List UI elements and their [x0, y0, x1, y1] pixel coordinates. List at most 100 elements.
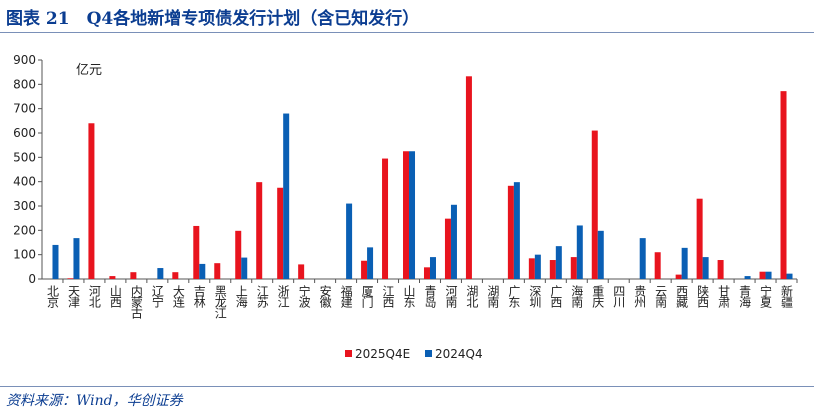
- x-tick-label: 河南: [444, 285, 458, 308]
- x-tick-label: 山西: [108, 285, 122, 308]
- y-tick-label: 200: [13, 223, 36, 237]
- x-tick-label: 陕西: [696, 284, 710, 308]
- x-tick-label: 西藏: [675, 285, 689, 309]
- x-tick-label: 广西: [549, 285, 563, 308]
- y-tick-label: 900: [13, 53, 36, 67]
- bar-2025Q4E-上海: [235, 230, 242, 279]
- x-tick-label: 宁波: [297, 284, 311, 309]
- bar-2025Q4E-西藏: [675, 274, 682, 279]
- x-tick-label: 海南: [570, 284, 584, 308]
- bar-2025Q4E-河北: [88, 123, 95, 280]
- x-tick-label: 广东: [507, 285, 521, 308]
- bar-2024Q4-辽宁: [157, 268, 164, 279]
- bar-2024Q4-贵州: [639, 238, 646, 279]
- x-tick-label: 北京: [45, 285, 59, 309]
- legend-swatch: [425, 350, 432, 357]
- x-tick-label: 湖北: [465, 284, 479, 309]
- bar-2025Q4E-山西: [109, 276, 116, 279]
- x-tick-label: 河北: [87, 285, 101, 309]
- x-tick-label: 上海: [234, 285, 248, 308]
- bar-2024Q4-深圳: [534, 254, 541, 279]
- x-tick-label: 福建: [339, 284, 353, 309]
- x-tick-label: 辽宁: [150, 285, 164, 308]
- bar-2025Q4E-宁夏: [759, 271, 766, 279]
- x-tick-label: 四川: [612, 285, 626, 308]
- y-tick-label: 300: [13, 199, 36, 213]
- x-tick-label: 深圳: [528, 285, 542, 308]
- bar-2024Q4-新疆: [786, 273, 793, 279]
- bar-2024Q4-天津: [73, 238, 80, 279]
- legend-label: 2024Q4: [435, 347, 483, 361]
- source-note: 资料来源：Wind，华创证券: [6, 393, 183, 409]
- bar-2025Q4E-宁波: [298, 264, 305, 279]
- bar-2024Q4-广西: [555, 246, 562, 279]
- title-divider: [0, 32, 814, 33]
- x-tick-label: 贵州: [633, 285, 647, 308]
- bar-2024Q4-吉林: [199, 263, 206, 279]
- bar-2024Q4-北京: [52, 244, 59, 279]
- x-tick-label: 江苏: [255, 285, 269, 308]
- x-tick-label: 宁夏: [759, 284, 773, 308]
- bar-2024Q4-西藏: [681, 247, 688, 279]
- bar-2024Q4-上海: [241, 257, 248, 279]
- bar-2024Q4-河南: [450, 204, 457, 279]
- bar-2025Q4E-湖北: [465, 76, 472, 279]
- bar-2024Q4-陕西: [702, 257, 709, 279]
- legend-swatch: [345, 350, 352, 357]
- y-axis-label: 亿元: [76, 63, 102, 78]
- x-tick-label: 天津: [66, 285, 80, 308]
- x-tick-label: 大连: [171, 285, 185, 309]
- x-tick-label: 吉林: [192, 285, 206, 308]
- bar-2024Q4-青海: [744, 276, 751, 279]
- bar-2025Q4E-青岛: [423, 267, 430, 279]
- bar-2024Q4-山东: [409, 151, 416, 279]
- bar-2025Q4E-深圳: [528, 258, 535, 279]
- bar-2025Q4E-厦门: [361, 260, 368, 279]
- bar-2025Q4E-陕西: [696, 198, 703, 279]
- bar-2025Q4E-海南: [570, 257, 577, 279]
- bar-2025Q4E-广东: [507, 185, 514, 279]
- x-tick-label: 浙江: [276, 285, 290, 308]
- x-tick-label: 山东: [402, 285, 416, 308]
- bar-2025Q4E-吉林: [193, 225, 200, 279]
- y-tick-label: 400: [13, 175, 36, 189]
- x-tick-label: 重庆: [591, 285, 605, 308]
- bar-2025Q4E-新疆: [780, 91, 787, 279]
- bar-2025Q4E-云南: [654, 252, 661, 279]
- bar-2025Q4E-山东: [403, 151, 410, 279]
- x-tick-label: 黑龙江: [213, 285, 227, 319]
- bar-2025Q4E-江苏: [256, 182, 263, 279]
- y-tick-label: 100: [13, 248, 36, 262]
- y-tick-label: 700: [13, 102, 36, 116]
- x-tick-label: 内蒙古: [129, 285, 143, 319]
- bar-2025Q4E-内蒙古: [130, 272, 137, 279]
- y-tick-label: 600: [13, 126, 36, 140]
- bar-2024Q4-宁夏: [765, 271, 772, 279]
- x-tick-label: 青海: [738, 285, 752, 308]
- bar-2024Q4-青岛: [429, 257, 436, 279]
- bar-2025Q4E-大连: [172, 272, 179, 279]
- bar-2024Q4-海南: [576, 225, 583, 279]
- x-tick-label: 青岛: [423, 285, 437, 309]
- bar-2025Q4E-江西: [382, 158, 389, 279]
- bar-2024Q4-广东: [513, 182, 520, 279]
- x-tick-label: 湖南: [486, 284, 500, 308]
- bar-2024Q4-福建: [346, 203, 353, 279]
- bar-2025Q4E-重庆: [591, 130, 598, 279]
- x-tick-label: 江西: [381, 285, 395, 308]
- source-divider: [0, 386, 814, 387]
- x-tick-label: 云南: [654, 285, 668, 308]
- bar-2025Q4E-甘肃: [717, 260, 724, 279]
- y-tick-label: 800: [13, 77, 36, 91]
- bar-2025Q4E-天津: [67, 278, 74, 279]
- x-tick-label: 厦门: [360, 285, 374, 308]
- x-tick-label: 新疆: [780, 284, 794, 308]
- chart-title: 图表 21 Q4各地新增专项债发行计划（含已知发行）: [6, 9, 420, 29]
- bar-2025Q4E-广西: [549, 260, 556, 279]
- y-tick-label: 0: [28, 272, 36, 286]
- legend-label: 2025Q4E: [355, 347, 410, 361]
- y-tick-label: 500: [13, 150, 36, 164]
- bar-2024Q4-浙江: [283, 113, 290, 280]
- bar-2025Q4E-河南: [444, 218, 451, 279]
